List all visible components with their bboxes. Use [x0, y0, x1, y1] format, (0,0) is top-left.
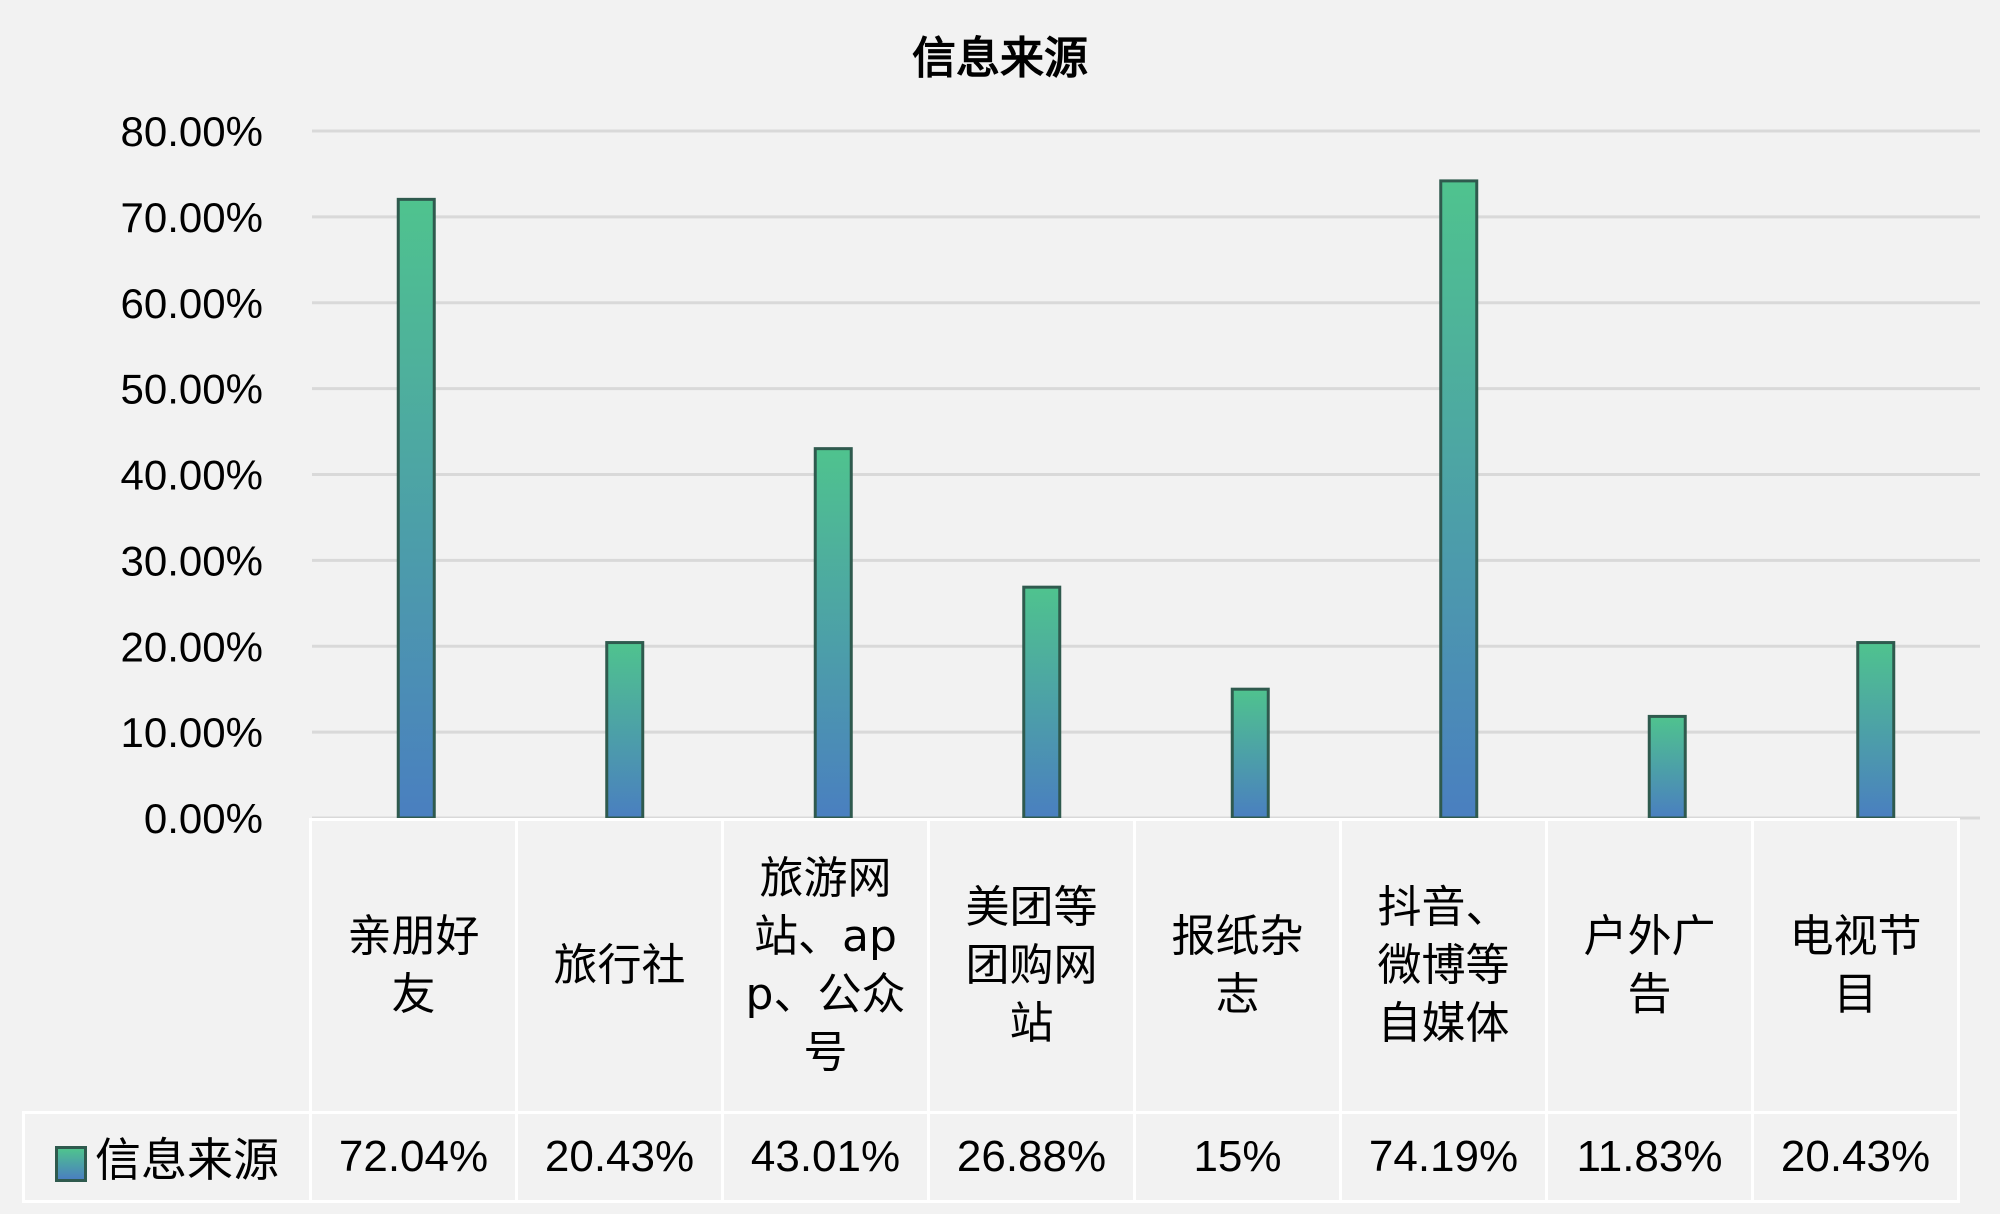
bar	[1647, 714, 1687, 820]
bar	[1439, 179, 1479, 820]
data-table: 亲朋好友 旅行社 旅游网站、app、公众号 美团等团购网站 报纸杂志 抖音、微博等自媒体户…	[22, 818, 1960, 1203]
x-category-cell: 旅游网站、app、公众号	[721, 818, 930, 1114]
data-label: 74.19%	[1339, 1111, 1548, 1203]
y-tick-label: 40.00%	[121, 452, 263, 499]
data-label: 20.43%	[1751, 1111, 1960, 1203]
x-tick-label: 户外广告	[1583, 911, 1716, 1020]
y-tick-label: 80.00%	[121, 108, 263, 155]
x-category-cell: 电视节目	[1751, 818, 1960, 1114]
bar	[1022, 585, 1062, 820]
y-tick-label: 30.00%	[121, 537, 263, 584]
x-category-cell: 报纸杂志	[1133, 818, 1342, 1114]
x-category-cell: 旅行社	[515, 818, 724, 1114]
legend-swatch	[55, 1145, 87, 1182]
y-tick-label: 50.00%	[121, 366, 263, 413]
data-label: 11.83%	[1545, 1111, 1754, 1203]
x-category-cell: 美团等团购网站	[927, 818, 1136, 1114]
bar	[1230, 687, 1270, 820]
legend-entry: 信息来源	[22, 1111, 312, 1203]
x-tick-label: 报纸杂志	[1171, 911, 1304, 1020]
chart-title: 信息来源	[912, 33, 1088, 84]
bar	[813, 447, 853, 820]
y-tick-label: 60.00%	[121, 280, 263, 327]
y-tick-label: 20.00%	[121, 623, 263, 670]
table-corner	[24, 820, 311, 1113]
data-label: 72.04%	[309, 1111, 518, 1203]
x-category-cell: 抖音、微博等自媒体	[1339, 818, 1548, 1114]
data-label: 43.01%	[721, 1111, 930, 1203]
x-tick-label: 旅游网站、app、公众号	[745, 853, 906, 1078]
bar	[605, 641, 645, 820]
x-tick-label: 美团等团购网站	[965, 882, 1098, 1049]
y-tick-label: 0.00%	[144, 795, 263, 842]
x-category-cell: 亲朋好友	[309, 818, 518, 1114]
bar	[396, 197, 436, 820]
x-tick-label: 抖音、微博等自媒体	[1377, 882, 1510, 1049]
data-label: 20.43%	[515, 1111, 724, 1203]
bar	[1856, 641, 1896, 820]
x-tick-label: 旅行社	[553, 940, 686, 991]
data-label: 15%	[1133, 1111, 1342, 1203]
y-tick-label: 70.00%	[121, 194, 263, 241]
x-category-cell: 户外广告	[1545, 818, 1754, 1114]
data-label: 26.88%	[927, 1111, 1136, 1203]
legend-label: 信息来源	[95, 1133, 279, 1187]
x-tick-label: 电视节目	[1789, 911, 1922, 1020]
x-tick-label: 亲朋好友	[347, 911, 480, 1020]
y-tick-label: 10.00%	[121, 709, 263, 756]
